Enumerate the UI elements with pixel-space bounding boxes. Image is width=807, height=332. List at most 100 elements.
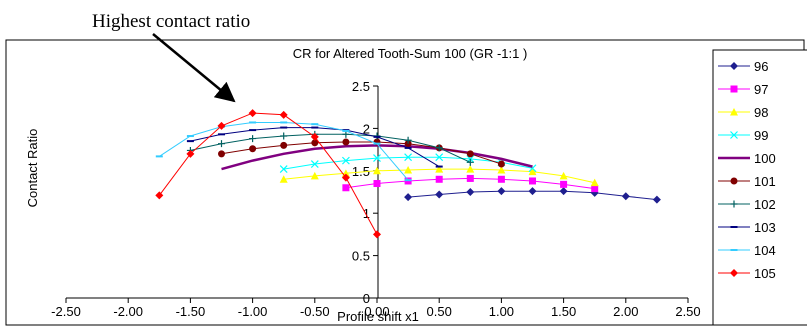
- data-point-97: [373, 180, 381, 188]
- x-tick-label: 0.50: [427, 304, 452, 319]
- data-point-97: [560, 180, 568, 188]
- series-98: [279, 165, 599, 187]
- data-point-99: [435, 153, 444, 162]
- legend-marker: [730, 85, 738, 93]
- data-point-101: [218, 150, 225, 158]
- x-axis-label: Profile shift x1: [337, 309, 419, 324]
- data-point-101: [342, 138, 350, 146]
- legend-marker: [730, 131, 738, 139]
- data-point-96: [435, 190, 444, 199]
- data-point-105: [155, 191, 164, 200]
- data-point-97: [529, 177, 536, 185]
- legend-label: 104: [754, 243, 776, 258]
- x-tick-label: 2.50: [675, 304, 700, 319]
- data-point-102: [280, 132, 288, 140]
- data-point-98: [373, 166, 381, 175]
- data-point-98: [310, 171, 319, 180]
- legend-label: 98: [754, 105, 768, 120]
- ticks-layer: -2.50 -2.00 -1.50 -1.00 -0.50 0.00 0.50 1.00 1.5…: [51, 79, 700, 319]
- legend-item-103: 103: [718, 220, 776, 235]
- legend-label: 99: [754, 128, 768, 143]
- data-point-99: [341, 156, 350, 165]
- legend-item-105: 105: [718, 266, 776, 281]
- data-point-98: [435, 165, 444, 173]
- legend-label: 101: [754, 174, 776, 189]
- series-99: [279, 153, 537, 174]
- data-point-98: [404, 165, 413, 174]
- legend-marker: [730, 177, 738, 185]
- legend-item-96: 96: [718, 59, 768, 74]
- x-tick-label: -2.00: [113, 304, 143, 319]
- data-point-97: [591, 185, 599, 193]
- data-point-98: [528, 167, 537, 176]
- data-point-101: [311, 139, 319, 147]
- data-point-105: [186, 149, 195, 158]
- data-point-101: [280, 141, 288, 149]
- data-point-102: [249, 135, 257, 143]
- data-point-99: [373, 154, 381, 163]
- data-point-96: [652, 195, 661, 204]
- series-105: [155, 109, 381, 239]
- legend-item-98: 98: [718, 105, 768, 120]
- series-layer: [155, 109, 661, 239]
- data-point-101: [466, 150, 474, 158]
- data-point-97: [497, 175, 505, 183]
- legend-item-101: 101: [718, 174, 776, 189]
- data-point-102: [466, 158, 474, 166]
- data-point-102: [342, 130, 350, 138]
- legend-marker: [730, 108, 738, 116]
- data-point-98: [559, 171, 568, 180]
- data-point-98: [497, 165, 506, 174]
- legend-marker: [730, 269, 738, 277]
- data-point-102: [404, 136, 412, 144]
- legend-item-100: 100: [718, 151, 776, 166]
- data-point-105: [279, 110, 288, 119]
- chart-title: CR for Altered Tooth-Sum 100 (GR -1:1 ): [293, 46, 528, 61]
- y-tick-label: 1.5: [352, 164, 370, 179]
- data-point-96: [559, 187, 568, 196]
- legend-box: [712, 49, 807, 326]
- annotation-text: Highest contact ratio: [92, 11, 250, 32]
- y-tick-label: 0.5: [352, 249, 370, 264]
- x-tick-label: -1.50: [176, 304, 206, 319]
- data-point-105: [373, 230, 381, 239]
- annotation-arrow: [152, 33, 236, 103]
- series-96: [404, 187, 661, 204]
- data-point-98: [279, 175, 288, 183]
- series-102: [186, 130, 474, 166]
- legend-label: 100: [754, 151, 776, 166]
- legend-marker: [730, 200, 738, 208]
- series-101: [218, 138, 505, 168]
- x-tick-label: -0.50: [300, 304, 330, 319]
- data-point-96: [497, 187, 506, 196]
- data-point-99: [310, 160, 319, 168]
- series-line-102: [190, 133, 471, 163]
- data-point-102: [435, 144, 443, 152]
- data-point-101: [497, 160, 505, 168]
- data-point-96: [528, 187, 537, 196]
- x-tick-label: 1.00: [489, 304, 514, 319]
- x-tick-label: 1.50: [551, 304, 576, 319]
- data-point-99: [279, 165, 288, 174]
- legend-item-97: 97: [718, 82, 768, 97]
- x-tick-label: 2.00: [613, 304, 638, 319]
- data-point-102: [218, 140, 225, 148]
- y-tick-label: 2.5: [352, 79, 370, 94]
- data-point-96: [621, 192, 630, 201]
- data-point-97: [342, 184, 350, 192]
- series-line-105: [158, 112, 378, 235]
- data-point-96: [466, 188, 475, 196]
- legend-item-104: 104: [718, 243, 776, 258]
- legend-label: 105: [754, 266, 776, 281]
- legend-label: 96: [754, 59, 768, 74]
- series-line-101: [221, 141, 502, 165]
- y-axis-label: Contact Ratio: [25, 129, 40, 208]
- legend-marker: [730, 62, 738, 70]
- x-tick-label: 0.00: [364, 304, 389, 319]
- data-point-98: [466, 165, 475, 173]
- y-tick-label: 2: [363, 121, 370, 136]
- data-point-101: [249, 145, 257, 153]
- y-tick-label: 0: [363, 291, 370, 306]
